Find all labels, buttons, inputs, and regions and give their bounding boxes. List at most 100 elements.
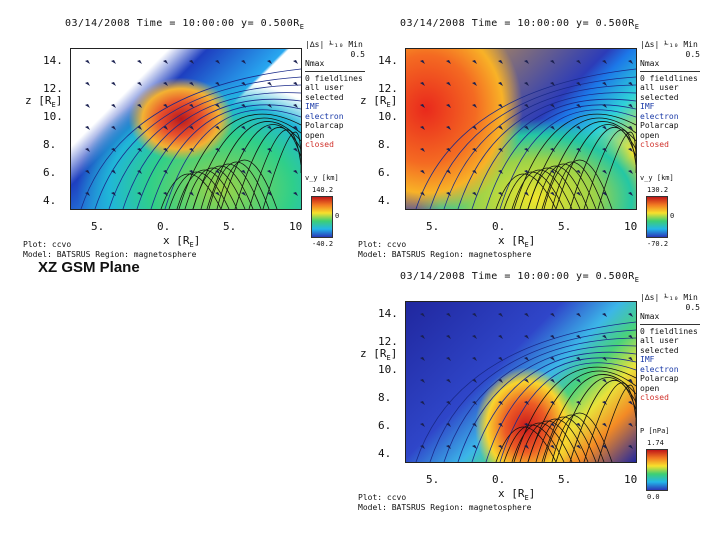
flow-vector-arrow: [267, 192, 272, 196]
flow-vector-arrow: [241, 104, 246, 108]
closed-field-line: [208, 161, 270, 209]
x-axis-label: x [RE]: [498, 487, 536, 503]
closed-field-line: [535, 163, 597, 209]
y-axis-label: z [RE]: [360, 347, 398, 363]
flow-vector-arrow: [85, 126, 90, 130]
field-line: [136, 98, 301, 209]
flow-vector-arrow: [628, 423, 633, 427]
y-tick-label: 12.: [43, 82, 63, 95]
legend-min-value: 0.5: [685, 49, 700, 59]
x-tick-label: 10: [289, 220, 303, 233]
flow-vector-arrow: [498, 104, 503, 108]
colorbar-variable: P [nPa]: [640, 427, 670, 435]
flow-vector-arrow: [189, 170, 194, 174]
flow-vector-arrow: [137, 126, 142, 130]
flow-vector-arrow: [189, 148, 194, 152]
legend-closed: closed: [305, 140, 334, 149]
flow-vector-arrow: [420, 335, 425, 339]
flow-vector-arrow: [602, 379, 607, 383]
figure-caption: XZ GSM Plane: [38, 259, 140, 276]
flow-vector-arrow: [550, 104, 555, 108]
flow-vector-arrow: [137, 60, 142, 64]
field-line: [541, 374, 636, 462]
flow-vector-arrow: [241, 192, 246, 196]
flow-vector-arrow: [472, 170, 477, 174]
y-tick-label: 8.: [378, 391, 392, 404]
flow-vector-arrow: [498, 357, 503, 361]
legend-nmax: Nmax: [640, 59, 660, 68]
legend-header: |∆s| ⅟₁₀ Min: [640, 40, 698, 49]
flow-vector-arrow: [446, 192, 451, 196]
flow-vector-arrow: [524, 335, 529, 339]
field-line: [429, 329, 636, 462]
x-axis-label-sub: E: [524, 494, 529, 503]
flow-vector-arrow: [446, 82, 451, 86]
field-line: [457, 345, 636, 462]
field-line-overlay: [415, 313, 636, 462]
legend-selected: selected: [640, 345, 679, 355]
flow-vector-arrow: [628, 126, 633, 130]
flow-vector-arrow: [111, 104, 116, 108]
y-tick-label: 8.: [378, 138, 392, 151]
flow-vector-arrow: [472, 126, 477, 130]
closed-field-line: [527, 418, 589, 462]
panel-title: 03/14/2008 Time = 10:00:00 y= 0.500RE: [400, 271, 639, 284]
flow-vector-arrow: [576, 357, 581, 361]
flow-vector-arrow: [446, 335, 451, 339]
legend-imf: IMF: [305, 102, 320, 111]
x-axis-label-text: x [R: [498, 487, 525, 500]
panel-title-text: 03/14/2008 Time = 10:00:00 y= 0.500R: [65, 18, 300, 29]
flow-vector-arrow: [472, 357, 477, 361]
flow-vector-arrow: [137, 170, 142, 174]
field-line: [415, 321, 636, 462]
legend-open: open: [640, 383, 660, 393]
footer-plot: Plot: ccvo: [358, 240, 407, 249]
flow-vector-arrow: [524, 401, 529, 405]
legend-fieldlines: 0 fieldlines: [640, 326, 698, 336]
flow-vector-arrow: [576, 401, 581, 405]
flow-vector-arrow: [215, 170, 220, 174]
legend-all-user: all user: [305, 83, 344, 92]
flow-vector-arrow: [602, 60, 607, 64]
flow-vector-arrow: [628, 148, 633, 152]
flow-vector-arrow: [163, 148, 168, 152]
flow-vector-arrow: [241, 148, 246, 152]
flow-vector-arrow: [628, 401, 633, 405]
flow-vector-arrow: [576, 60, 581, 64]
legend-all-user: all user: [640, 336, 679, 345]
flow-vector-arrow: [267, 148, 272, 152]
flow-vector-arrow: [472, 104, 477, 108]
flow-vector-arrow: [628, 170, 633, 174]
footer-model: Model: BATSRUS Region: magnetosphere: [23, 250, 197, 259]
colorbar-min: 0.0: [647, 493, 660, 501]
colorbar-min: -40.2: [312, 240, 334, 248]
colorbar-min: -70.2: [647, 240, 669, 248]
x-tick-label: 5.: [223, 220, 237, 233]
flow-vector-arrow: [420, 82, 425, 86]
flow-vector-arrow: [576, 148, 581, 152]
flow-vector-arrow: [267, 126, 272, 130]
y-tick-label: 6.: [378, 166, 392, 179]
flow-vector-arrow: [524, 192, 529, 196]
flow-vector-arrow: [472, 192, 477, 196]
flow-vector-arrow: [498, 192, 503, 196]
field-line: [150, 104, 301, 209]
y-tick-label: 10.: [378, 110, 398, 123]
flow-vector-arrow: [602, 192, 607, 196]
panel-title-sub: E: [634, 276, 640, 284]
flow-vector-arrow: [576, 104, 581, 108]
flow-vector-arrow: [420, 313, 425, 317]
flow-vector-arrow: [576, 126, 581, 130]
flow-vector-arrow: [628, 357, 633, 361]
legend-imf: IMF: [640, 355, 655, 364]
flow-vector-arrow: [628, 60, 633, 64]
legend-header: |∆s| ⅟₁₀ Min: [305, 40, 363, 49]
panel-title-text: 03/14/2008 Time = 10:00:00 y= 0.500R: [400, 271, 635, 282]
field-line: [443, 337, 636, 462]
flow-vector-arrow: [472, 379, 477, 383]
flow-vector-arrow: [85, 104, 90, 108]
field-line: [415, 68, 636, 209]
flow-vector-arrow: [498, 423, 503, 427]
field-line: [597, 131, 636, 209]
field-line: [471, 351, 636, 462]
